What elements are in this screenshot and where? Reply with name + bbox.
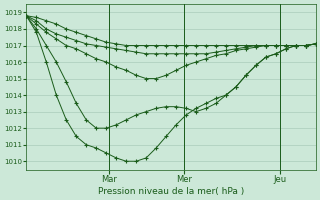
X-axis label: Pression niveau de la mer( hPa ): Pression niveau de la mer( hPa ) [98, 187, 244, 196]
